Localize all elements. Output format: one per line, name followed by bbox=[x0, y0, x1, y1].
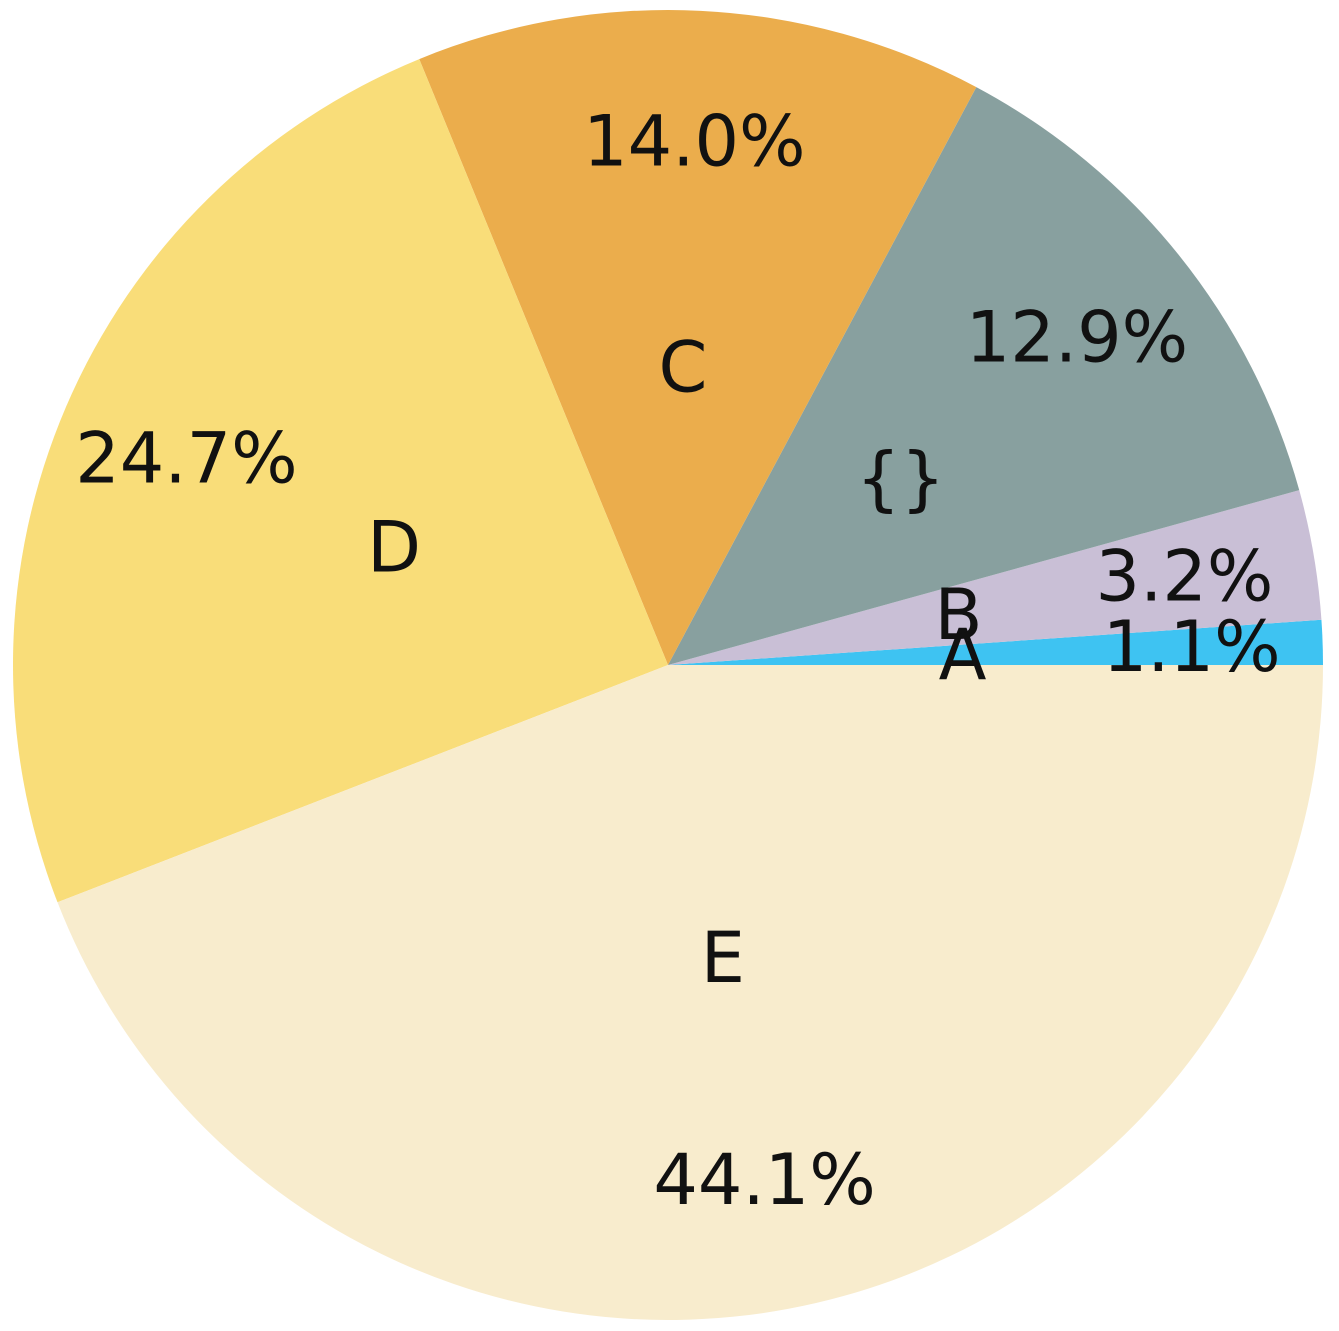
slice-pct-d: 24.7% bbox=[75, 417, 297, 499]
slice-pct-e: 44.1% bbox=[653, 1139, 875, 1221]
pie-slice-braces bbox=[668, 87, 1300, 665]
pie-slice-e bbox=[57, 665, 1324, 1320]
pie-slice-d bbox=[12, 59, 669, 903]
slice-label-c: C bbox=[659, 326, 708, 408]
labels-layer: A 1.1% B 3.2% {} 12.9% C 14.0% D 24.7% E 44.1% bbox=[75, 101, 1280, 1221]
slice-label-e: E bbox=[701, 917, 745, 999]
pie-slice-c bbox=[419, 9, 977, 666]
slice-label-braces: {} bbox=[856, 438, 945, 520]
slices-layer bbox=[12, 9, 1324, 1320]
slice-pct-b: 3.2% bbox=[1096, 536, 1274, 618]
pie-slice-a bbox=[668, 619, 1323, 665]
slice-label-a: A bbox=[939, 614, 987, 696]
slice-pct-c: 14.0% bbox=[583, 101, 805, 183]
slice-label-d: D bbox=[367, 506, 421, 588]
slice-pct-a: 1.1% bbox=[1103, 606, 1281, 688]
slice-pct-braces: 12.9% bbox=[966, 296, 1188, 378]
pie-slice-b bbox=[668, 490, 1322, 665]
slice-label-b: B bbox=[935, 574, 983, 656]
